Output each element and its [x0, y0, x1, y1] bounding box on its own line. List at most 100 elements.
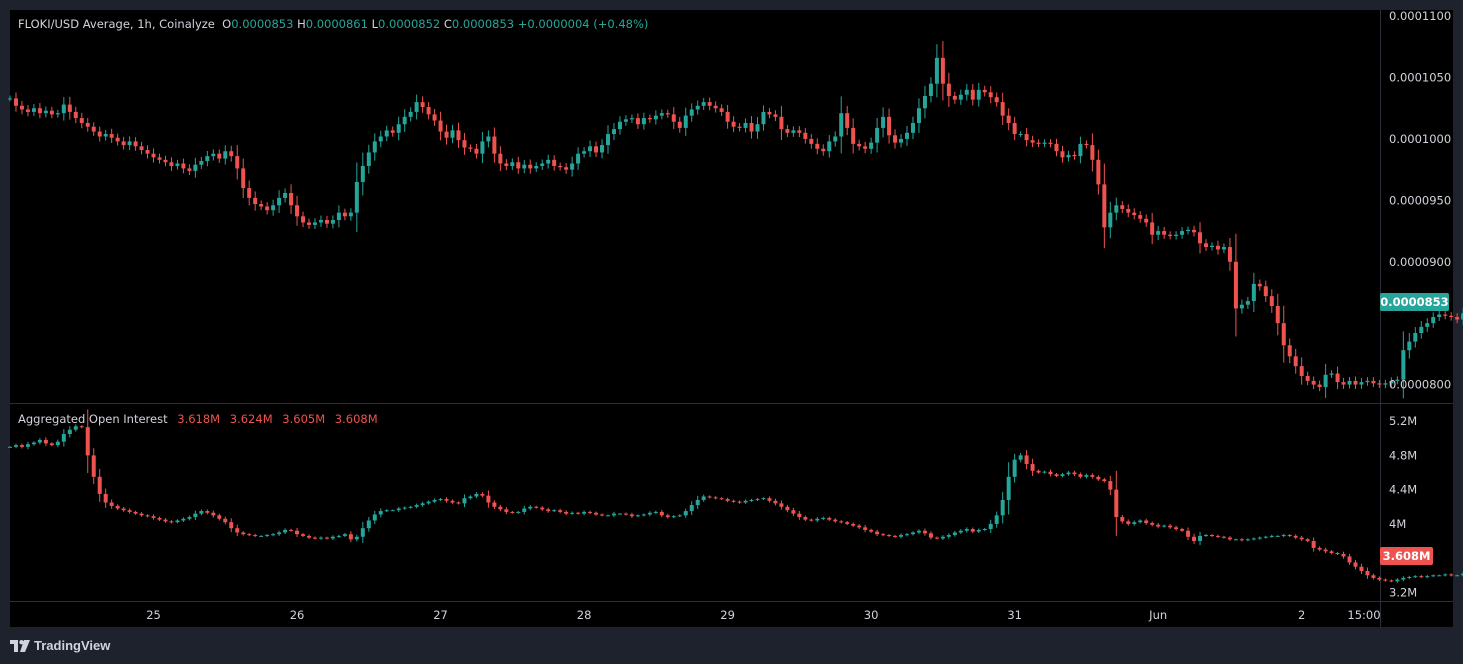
candle — [791, 507, 796, 516]
candle — [1198, 222, 1203, 254]
candle — [1461, 572, 1463, 577]
candle — [683, 107, 688, 136]
candle — [241, 158, 246, 198]
candle — [839, 520, 844, 524]
candle — [37, 103, 42, 119]
candle — [444, 497, 449, 503]
high-value: 0.0000861 — [305, 17, 368, 31]
candle — [324, 536, 329, 540]
candle — [641, 513, 646, 517]
candle — [713, 101, 718, 113]
candle — [779, 500, 784, 510]
candle — [534, 162, 539, 173]
candle — [109, 499, 114, 509]
candle — [600, 139, 605, 159]
price-tick-label: 0.0000950 — [1389, 193, 1451, 207]
candle — [1281, 305, 1286, 363]
candle — [354, 162, 359, 233]
candle — [881, 532, 886, 537]
open-label: O — [222, 17, 232, 31]
candle — [1425, 318, 1430, 332]
candle — [151, 148, 156, 163]
candle — [641, 112, 646, 130]
candle — [857, 523, 862, 529]
candle — [1012, 116, 1017, 141]
candle — [121, 506, 126, 512]
candle — [504, 159, 509, 171]
candle — [821, 516, 826, 521]
candle — [1036, 469, 1041, 474]
tradingview-brand[interactable]: TradingView — [10, 638, 110, 653]
candle — [845, 105, 850, 136]
candle — [1042, 470, 1047, 474]
candle — [1036, 139, 1041, 148]
candle — [1293, 348, 1298, 374]
candle — [1000, 92, 1005, 125]
candle — [223, 516, 228, 525]
candle — [785, 504, 790, 513]
candle — [181, 158, 186, 174]
candle — [103, 488, 108, 508]
time-tick-label: 29 — [720, 608, 735, 622]
candle — [606, 514, 610, 517]
candle — [928, 77, 933, 103]
candle — [1156, 522, 1161, 529]
candle — [187, 164, 192, 176]
oi-tick-label: 4M — [1389, 517, 1406, 531]
candle — [1395, 578, 1400, 583]
candle — [199, 509, 204, 516]
candle — [1198, 531, 1203, 546]
candle — [952, 91, 957, 104]
candle — [1365, 377, 1370, 386]
candle — [1042, 139, 1047, 148]
candle — [277, 190, 282, 213]
candle — [552, 509, 557, 513]
main-pane-background — [10, 10, 1453, 627]
candle — [301, 211, 306, 228]
candle — [1138, 211, 1143, 223]
candle — [1090, 133, 1095, 172]
candle — [1204, 534, 1208, 537]
candle — [301, 532, 306, 538]
candle — [1377, 379, 1382, 388]
candle — [498, 504, 503, 512]
candle — [115, 504, 120, 511]
candle — [671, 514, 676, 519]
candle — [480, 131, 485, 164]
candle — [797, 510, 802, 520]
candle — [623, 115, 628, 126]
candle — [199, 156, 204, 169]
candle — [348, 208, 353, 221]
candle — [289, 184, 294, 214]
candle — [1126, 204, 1131, 218]
candle — [1114, 197, 1119, 221]
candle — [133, 510, 138, 515]
candle — [815, 138, 820, 155]
oi-tick-label: 4.8M — [1389, 448, 1417, 462]
candle — [1150, 213, 1155, 245]
candle — [910, 531, 915, 536]
candle — [1371, 573, 1376, 580]
candle — [1000, 491, 1005, 524]
price-candles — [8, 41, 1463, 399]
candle — [1060, 472, 1065, 478]
candle — [1233, 233, 1238, 337]
candle — [163, 518, 168, 523]
candle — [217, 513, 222, 521]
candle — [330, 535, 335, 541]
candle — [588, 140, 593, 158]
candle — [426, 500, 431, 505]
candle — [988, 86, 993, 104]
candle — [1245, 538, 1250, 542]
candle — [1090, 473, 1095, 479]
candle — [1108, 475, 1113, 495]
oi-value-4: 3.608M — [334, 412, 378, 426]
candle — [1329, 370, 1334, 379]
candle — [1359, 377, 1364, 389]
candle — [384, 509, 389, 513]
candle — [1215, 240, 1220, 255]
candle — [1102, 477, 1107, 483]
candle — [450, 124, 455, 144]
candle — [1060, 145, 1065, 163]
candle — [372, 133, 377, 161]
